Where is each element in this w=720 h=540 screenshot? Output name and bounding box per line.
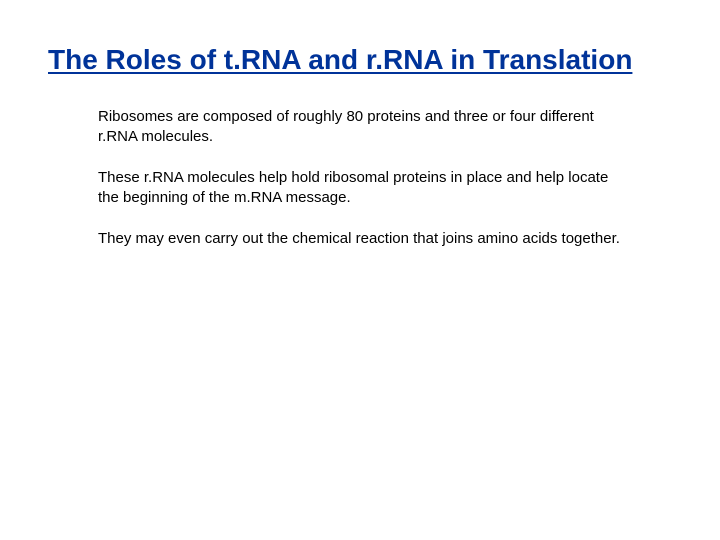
- paragraph: These r.RNA molecules help hold ribosoma…: [98, 168, 632, 207]
- slide: The Roles of t.RNA and r.RNA in Translat…: [0, 0, 720, 540]
- paragraph: Ribosomes are composed of roughly 80 pro…: [98, 107, 632, 146]
- paragraph: They may even carry out the chemical rea…: [98, 229, 632, 249]
- slide-body: Ribosomes are composed of roughly 80 pro…: [98, 107, 632, 249]
- slide-title: The Roles of t.RNA and r.RNA in Translat…: [48, 42, 672, 77]
